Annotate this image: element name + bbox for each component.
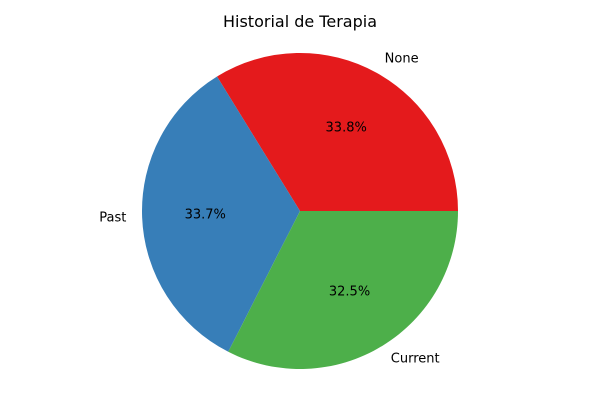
slice-percent-past: 33.7%: [185, 207, 226, 222]
pie-slice-current: [228, 211, 458, 369]
pie-slices: [141, 52, 458, 369]
chart-title: Historial de Terapia: [223, 12, 377, 31]
pie-slice-past: [141, 76, 300, 352]
slice-label-current: Current: [391, 352, 440, 367]
slice-percent-current: 32.5%: [329, 284, 370, 299]
pie-labels: None 33.8% Past 33.7% Current 32.5%: [99, 52, 439, 367]
slice-label-none: None: [385, 52, 419, 67]
slice-percent-none: 33.8%: [326, 121, 367, 136]
slice-label-past: Past: [99, 211, 126, 226]
pie-slice-none: [217, 52, 458, 211]
